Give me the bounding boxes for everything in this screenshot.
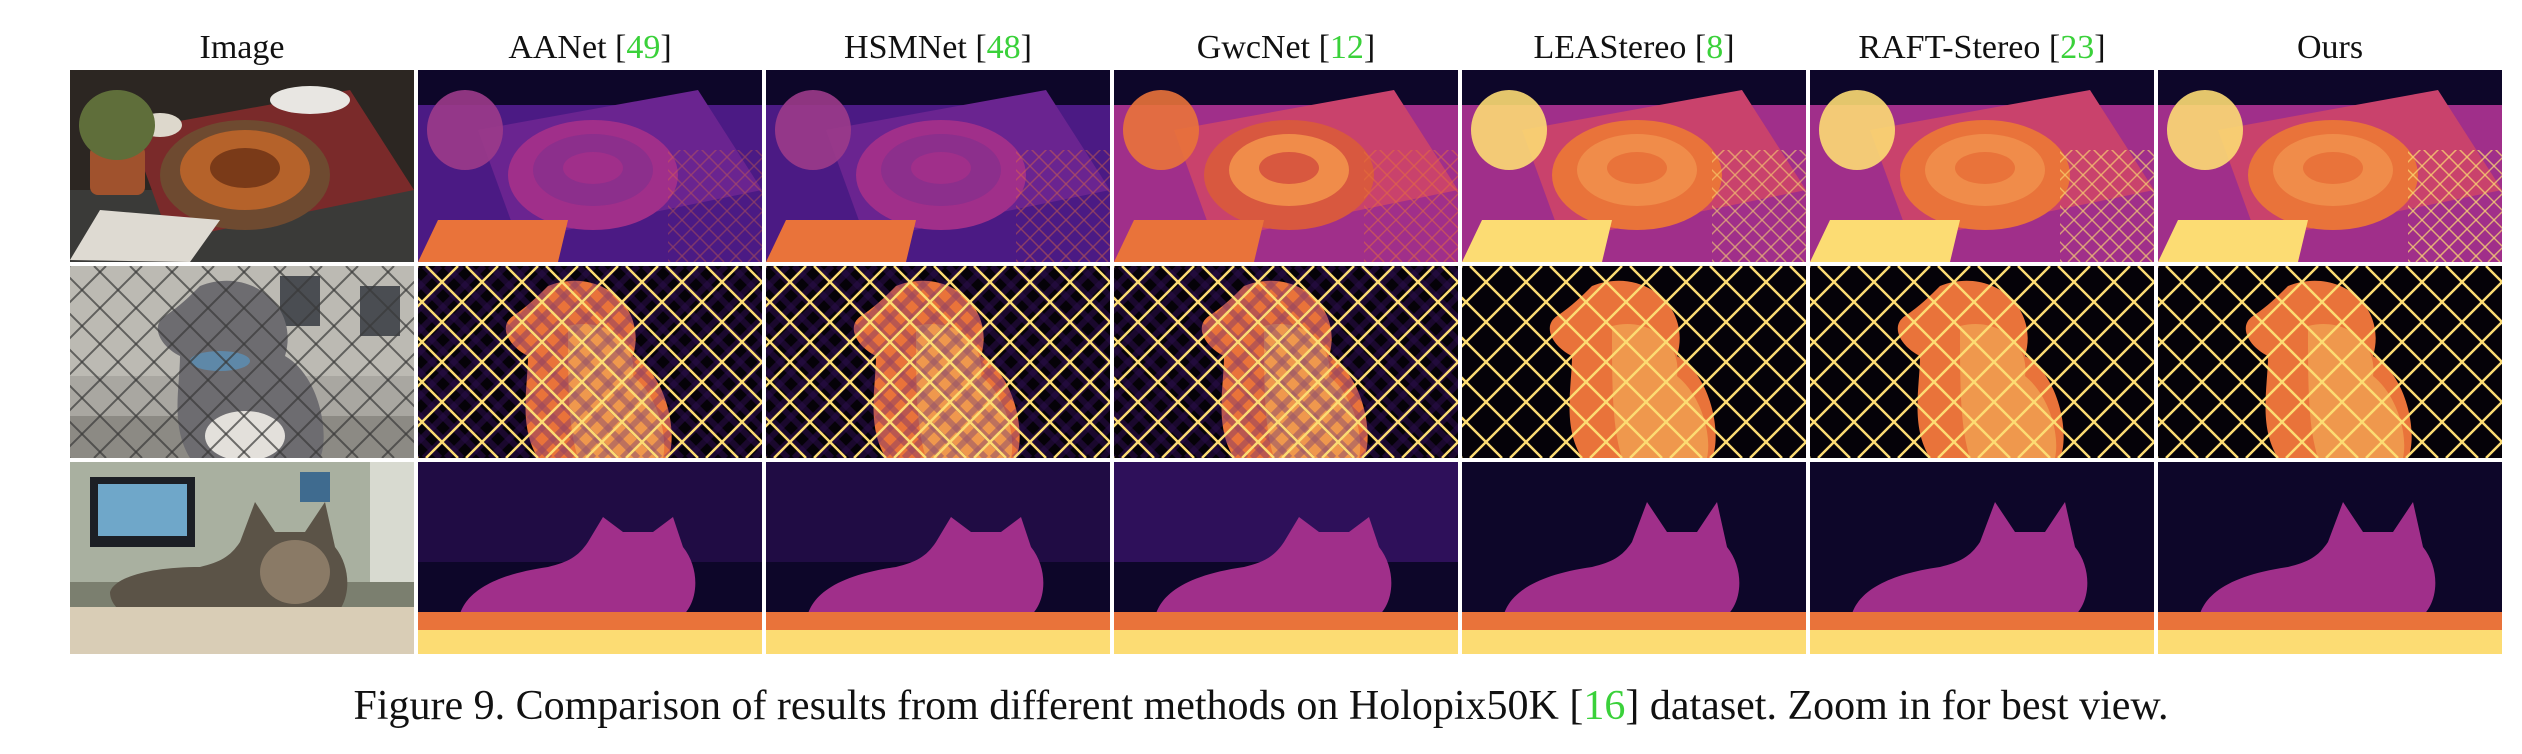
disparity-map-gwcnet-pretzel-table [1114,70,1458,262]
disparity-map-leastereo-cat-bed [1462,462,1806,654]
disparity-map-ours-dog-fence [2158,266,2502,458]
header-leastereo: LEAStereo [8] [1533,29,1735,66]
disparity-map-hsmnet-pretzel-table [766,70,1110,262]
input-image-dog-fence [70,266,414,458]
disparity-map-aanet-pretzel-table [418,70,762,262]
header-aanet: AANet [49] [508,29,672,66]
disparity-map-raft-stereo-dog-fence [1810,266,2154,458]
disparity-map-leastereo-pretzel-table [1462,70,1806,262]
figure-caption: Figure 9. Comparison of results from dif… [353,683,2169,729]
disparity-map-aanet-cat-bed [418,462,762,654]
disparity-map-leastereo-dog-fence [1462,266,1806,458]
disparity-map-raft-stereo-pretzel-table [1810,70,2154,262]
column-headers: Image AANet [49] HSMNet [48] GwcNet [12]… [70,26,2364,70]
input-image-cat-bed [70,462,414,654]
disparity-map-ours-cat-bed [2158,462,2502,654]
disparity-map-ours-pretzel-table [2158,70,2502,262]
disparity-map-gwcnet-dog-fence [1114,266,1458,458]
input-image-pretzel-table [70,70,414,262]
disparity-map-gwcnet-cat-bed [1114,462,1458,654]
disparity-map-hsmnet-dog-fence [766,266,1110,458]
header-image: Image [199,29,285,66]
disparity-map-raft-stereo-cat-bed [1810,462,2154,654]
header-hsmnet: HSMNet [48] [844,29,1032,66]
header-raft-stereo: RAFT-Stereo [23] [1858,29,2106,66]
header-ours: Ours [2296,29,2364,66]
disparity-map-hsmnet-cat-bed [766,462,1110,654]
disparity-map-aanet-dog-fence [418,266,762,458]
header-gwcnet: GwcNet [12] [1196,29,1376,66]
